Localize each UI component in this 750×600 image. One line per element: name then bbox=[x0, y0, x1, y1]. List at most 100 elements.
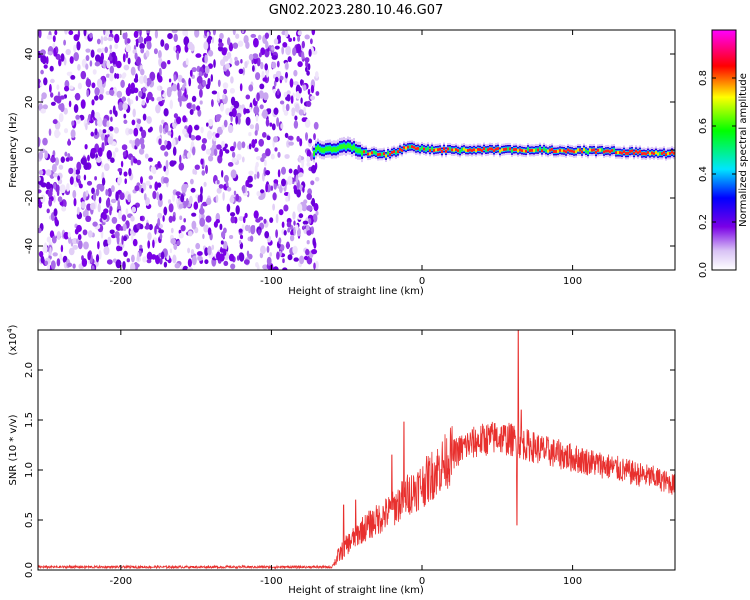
spectrogram-noise-cell bbox=[186, 152, 191, 159]
spectrogram-noise-cell bbox=[120, 79, 125, 88]
spectrogram-noise-cell bbox=[172, 138, 176, 147]
spectrogram-noise-cell bbox=[207, 227, 212, 236]
spectrogram-band-inner bbox=[333, 147, 335, 152]
spectrogram-noise-cell bbox=[114, 231, 120, 239]
spectrogram-band-core bbox=[661, 152, 663, 155]
spectrogram-noise-cell bbox=[296, 189, 301, 198]
spectrogram-noise-cell bbox=[292, 47, 297, 56]
spectrogram-band-inner bbox=[435, 148, 437, 152]
spectrogram-noise-cell bbox=[297, 164, 301, 173]
spectrogram-noise-cell bbox=[118, 73, 122, 79]
spectrogram-band-core bbox=[551, 148, 553, 151]
spectrogram-noise-cell bbox=[101, 133, 105, 141]
spectrogram-noise-cell bbox=[38, 30, 42, 39]
spectrogram-noise-cell bbox=[102, 213, 108, 220]
spectrogram-noise-cell bbox=[307, 63, 311, 71]
spectrogram-noise-cell bbox=[238, 228, 243, 233]
spectrogram-noise-cell bbox=[94, 119, 98, 126]
spectrogram-noise-cell bbox=[80, 201, 86, 209]
spectrogram-noise-cell bbox=[190, 134, 196, 141]
spectrogram-noise-cell bbox=[298, 213, 304, 219]
spectrogram-noise-cell bbox=[182, 30, 187, 36]
spectrogram-band-inner bbox=[589, 148, 591, 152]
spectrogram-noise-cell bbox=[255, 122, 260, 133]
spectrogram-noise-cell bbox=[177, 88, 182, 99]
spectrogram-noise-cell bbox=[125, 52, 129, 59]
spectrogram-noise-cell bbox=[233, 190, 237, 196]
spectrogram-noise-cell bbox=[56, 189, 60, 197]
spectrogram-noise-cell bbox=[283, 204, 289, 212]
spectrogram-noise-cell bbox=[125, 44, 132, 53]
spectrogram-noise-cell bbox=[46, 236, 51, 243]
spectrogram-noise-cell bbox=[190, 187, 196, 193]
spectrogram-band-inner bbox=[463, 147, 465, 151]
spectrogram-noise-cell bbox=[154, 225, 157, 235]
spectrogram-noise-cell bbox=[118, 210, 122, 220]
spectrogram-noise-cell bbox=[239, 234, 244, 240]
spectrogram-noise-cell bbox=[239, 252, 245, 262]
spectrogram-band-core bbox=[519, 148, 521, 152]
spectrogram-noise-cell bbox=[84, 144, 88, 150]
spectrogram-noise-cell bbox=[174, 263, 181, 269]
spectrogram-noise-cell bbox=[287, 175, 293, 186]
spectrogram-noise-cell bbox=[276, 251, 280, 260]
spectrogram-noise-cell bbox=[53, 47, 56, 57]
spectrogram-noise-cell bbox=[81, 258, 88, 267]
spectrogram-noise-cell bbox=[225, 63, 231, 69]
spectrogram-noise-cell bbox=[158, 229, 165, 234]
spectrogram-noise-cell bbox=[285, 62, 289, 70]
snr-multiplier: (x104) bbox=[6, 324, 19, 355]
colorbar-tick-label: 0.8 bbox=[698, 70, 709, 86]
spectrogram-band-core bbox=[433, 149, 435, 152]
spectrogram-noise-cell bbox=[298, 155, 302, 163]
spectrogram-band-inner bbox=[425, 148, 427, 152]
spectrogram-band-core bbox=[441, 150, 443, 153]
spectrogram-noise-cell bbox=[191, 67, 197, 73]
spectrogram-noise-cell bbox=[306, 205, 313, 212]
y-tick-label: -40 bbox=[24, 238, 35, 254]
x-tick-label: -100 bbox=[260, 576, 283, 587]
spectrogram-noise-cell bbox=[196, 105, 201, 111]
spectrogram-band-core bbox=[555, 150, 557, 153]
spectrogram-noise-cell bbox=[160, 251, 165, 260]
spectrogram-noise-cell bbox=[278, 209, 284, 216]
spectrogram-band-inner bbox=[345, 144, 347, 150]
spectrogram-noise-cell bbox=[301, 51, 305, 60]
spectrogram-noise-cell bbox=[76, 161, 82, 171]
spectrogram-noise-cell bbox=[178, 135, 181, 142]
spectrogram-noise-cell bbox=[157, 182, 162, 188]
spectrogram-band-inner bbox=[657, 152, 659, 156]
spectrogram-noise-cell bbox=[177, 74, 183, 83]
spectrogram-band-core bbox=[413, 146, 415, 149]
spectrogram-band-inner bbox=[453, 148, 455, 152]
spectrogram-band-core bbox=[513, 148, 515, 151]
spectrogram-noise-cell bbox=[155, 254, 160, 265]
spectrogram-noise-cell bbox=[114, 147, 119, 153]
spectrogram-noise-cell bbox=[286, 94, 291, 102]
spectrogram-noise-cell bbox=[114, 43, 119, 50]
spectrogram-noise-cell bbox=[107, 136, 114, 145]
spectrogram-noise-cell bbox=[65, 48, 71, 56]
spectrogram-noise-cell bbox=[66, 71, 72, 76]
spectrogram-noise-cell bbox=[225, 149, 230, 154]
spectrogram-noise-cell bbox=[257, 229, 261, 236]
spectrogram-band-core bbox=[645, 152, 647, 156]
spectrogram-noise-cell bbox=[226, 203, 231, 213]
spectrogram-noise-cell bbox=[136, 159, 142, 166]
spectrogram-noise-cell bbox=[279, 100, 285, 105]
spectrogram-noise-cell bbox=[281, 221, 285, 228]
spectrogram-noise-cell bbox=[123, 235, 128, 242]
spectrogram-noise-cell bbox=[125, 192, 128, 197]
spectrogram-noise-cell bbox=[94, 61, 101, 67]
spectrogram-noise-cell bbox=[86, 180, 93, 186]
spectrogram-noise-cell bbox=[91, 99, 95, 106]
spectrogram-noise-cell bbox=[44, 150, 48, 159]
spectrogram-noise-cell bbox=[283, 91, 288, 98]
spectrogram-noise-cell bbox=[108, 126, 114, 132]
spectrogram-noise-cell bbox=[141, 188, 144, 194]
spectrogram-noise-cell bbox=[221, 140, 225, 148]
spectrogram-noise-cell bbox=[105, 198, 111, 208]
snr-line bbox=[38, 330, 675, 570]
spectrogram-noise-cell bbox=[107, 187, 112, 197]
